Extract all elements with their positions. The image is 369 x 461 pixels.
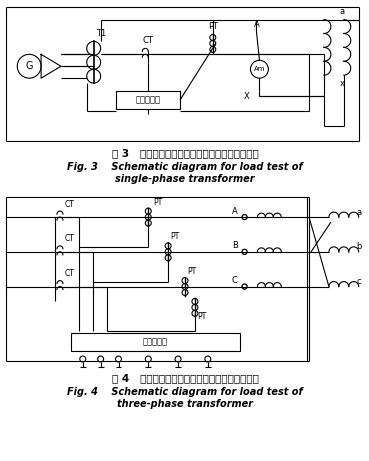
Text: B: B bbox=[232, 242, 238, 250]
Text: CT: CT bbox=[65, 200, 75, 209]
Text: 图 3   单相变压器短路阻抗和负载损耗测量原理图: 图 3 单相变压器短路阻抗和负载损耗测量原理图 bbox=[111, 148, 258, 159]
Text: PT: PT bbox=[208, 22, 218, 31]
Text: T1: T1 bbox=[96, 29, 106, 38]
Text: Fig. 4    Schematic diagram for load test of: Fig. 4 Schematic diagram for load test o… bbox=[67, 387, 303, 397]
Text: 功率分析仪: 功率分析仪 bbox=[135, 95, 160, 105]
Text: G: G bbox=[25, 61, 33, 71]
Text: 功率分析仪: 功率分析仪 bbox=[143, 337, 168, 347]
Circle shape bbox=[17, 54, 41, 78]
Text: CT: CT bbox=[65, 235, 75, 243]
Bar bbox=[71, 333, 239, 351]
Circle shape bbox=[205, 356, 211, 362]
Circle shape bbox=[242, 215, 247, 219]
Circle shape bbox=[98, 356, 104, 362]
Text: b: b bbox=[356, 242, 361, 251]
Text: Am: Am bbox=[254, 66, 265, 72]
Text: x: x bbox=[339, 79, 344, 88]
Text: PT: PT bbox=[197, 312, 206, 321]
Text: a: a bbox=[356, 207, 361, 217]
Circle shape bbox=[145, 356, 151, 362]
Text: PT: PT bbox=[153, 198, 162, 207]
Circle shape bbox=[242, 249, 247, 254]
Text: Fig. 3    Schematic diagram for load test of: Fig. 3 Schematic diagram for load test o… bbox=[67, 162, 303, 172]
Text: PT: PT bbox=[187, 267, 196, 276]
Text: CT: CT bbox=[65, 269, 75, 278]
Text: 图 4   三相变压器短路阻抗和负载损耗测量原理图: 图 4 三相变压器短路阻抗和负载损耗测量原理图 bbox=[111, 373, 258, 383]
Circle shape bbox=[175, 356, 181, 362]
Text: c: c bbox=[356, 277, 361, 286]
Circle shape bbox=[80, 356, 86, 362]
Text: single-phase transformer: single-phase transformer bbox=[115, 174, 255, 184]
Text: A: A bbox=[232, 207, 238, 216]
Bar bbox=[115, 91, 180, 109]
Circle shape bbox=[251, 60, 268, 78]
Circle shape bbox=[242, 284, 247, 289]
Text: A: A bbox=[254, 20, 259, 29]
Text: C: C bbox=[232, 276, 238, 285]
Circle shape bbox=[242, 284, 247, 289]
Text: PT: PT bbox=[170, 232, 179, 242]
Text: a: a bbox=[339, 7, 344, 16]
Text: CT: CT bbox=[143, 36, 154, 45]
Circle shape bbox=[242, 249, 247, 254]
Text: X: X bbox=[244, 92, 249, 100]
Circle shape bbox=[115, 356, 121, 362]
Text: three-phase transformer: three-phase transformer bbox=[117, 399, 253, 409]
Circle shape bbox=[242, 215, 247, 219]
